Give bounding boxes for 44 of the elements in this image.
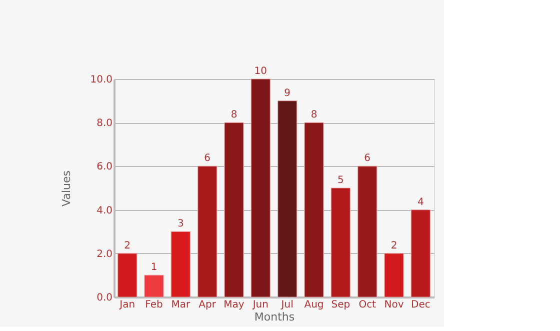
data-label: 2 (124, 240, 131, 252)
y-tick-label: 6.0 (96, 162, 112, 173)
x-tick-label: Mar (171, 300, 191, 310)
x-tick-label: Nov (384, 300, 404, 310)
bar (198, 166, 218, 298)
x-tick-label: Dec (410, 300, 430, 310)
x-tick-label: Jan (118, 300, 136, 310)
y-tick-label: 8.0 (96, 118, 112, 130)
bar (304, 122, 324, 298)
x-tick-label: Oct (358, 300, 376, 310)
y-tick-label: 4.0 (96, 205, 112, 216)
data-label: 1 (150, 262, 158, 274)
x-tick-label: May (224, 300, 244, 310)
data-label: 3 (177, 218, 184, 230)
bar (384, 253, 404, 298)
data-label: 8 (310, 110, 318, 121)
bar (144, 274, 164, 298)
data-label: 2 (390, 240, 398, 252)
bar (170, 231, 190, 298)
y-tick-label: 0.0 (96, 292, 112, 304)
x-tick-label: Jun (252, 300, 268, 310)
y-tick-label: 10.0 (90, 74, 112, 86)
bar (250, 78, 270, 298)
data-label: 6 (364, 153, 371, 164)
data-label: 9 (284, 88, 291, 99)
x-axis-title: Months (254, 310, 295, 324)
x-tick-label: Jul (280, 300, 294, 310)
bar (330, 188, 350, 298)
data-label: 10 (254, 66, 268, 77)
bar (410, 210, 430, 298)
x-tick-label: Apr (198, 300, 217, 310)
data-label: 6 (204, 153, 211, 164)
bar (224, 122, 244, 298)
data-label: 8 (230, 110, 238, 121)
x-tick-label: Sep (331, 300, 350, 310)
bar (118, 253, 138, 298)
x-tick-label: Aug (304, 300, 324, 310)
data-label: 5 (337, 175, 344, 186)
data-label: 4 (417, 196, 424, 208)
y-axis-title: Values (60, 170, 74, 206)
bar (278, 100, 298, 298)
x-tick-label: Feb (145, 300, 163, 310)
y-tick-label: 2.0 (96, 248, 112, 260)
bar (358, 166, 378, 298)
